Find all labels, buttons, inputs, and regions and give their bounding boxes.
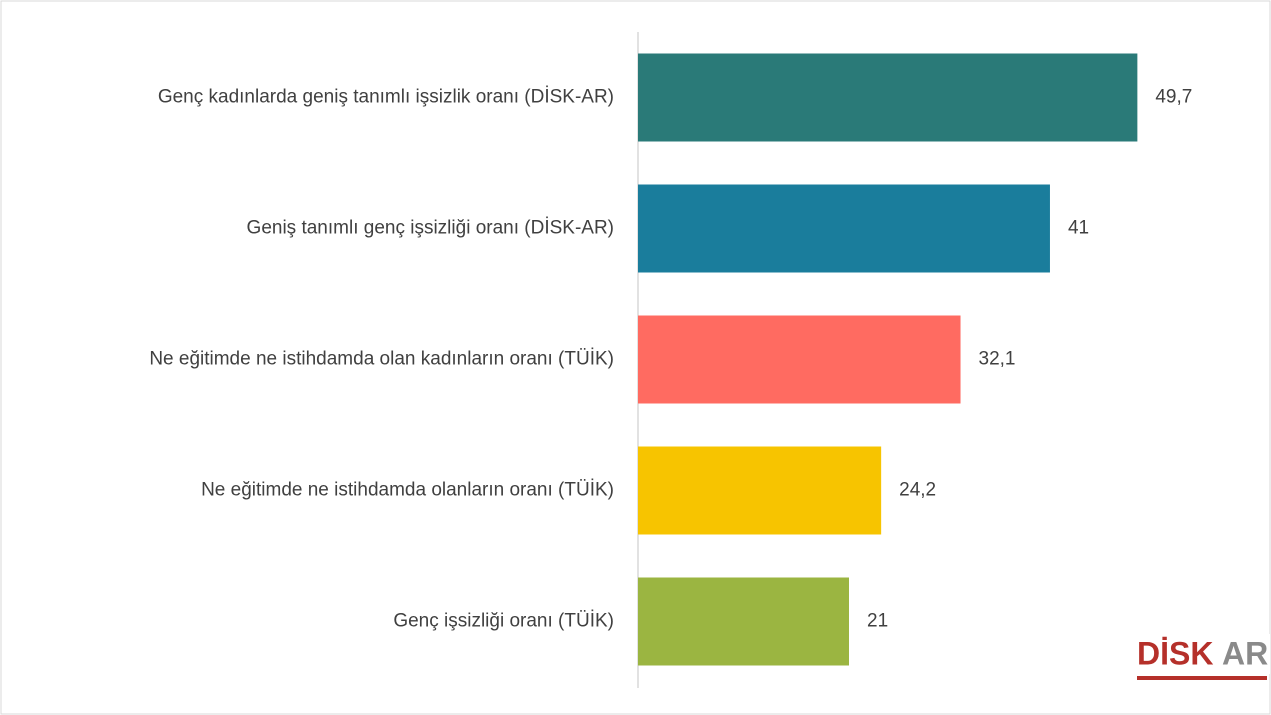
- logo-right: AR: [1222, 635, 1268, 671]
- bar: [638, 184, 1050, 273]
- bar: [638, 577, 849, 666]
- bar: [638, 53, 1138, 142]
- category-label: Ne eğitimde ne istihdamda olan kadınları…: [149, 349, 614, 370]
- value-label: 49,7: [1155, 87, 1192, 108]
- value-label: 32,1: [979, 349, 1016, 370]
- value-label: 21: [867, 611, 888, 632]
- category-label: Ne eğitimde ne istihdamda olanların oran…: [201, 480, 614, 501]
- logo-bar: [1137, 676, 1267, 680]
- logo: DİSK AR: [1135, 634, 1270, 680]
- value-label: 41: [1068, 218, 1089, 239]
- bar: [638, 315, 961, 404]
- bar: [638, 446, 882, 535]
- category-label: Geniş tanımlı genç işsizliği oranı (DİSK…: [247, 218, 614, 239]
- logo-bg: [1135, 634, 1270, 674]
- logo-left: DİSK: [1137, 635, 1213, 671]
- category-label: Genç kadınlarda geniş tanımlı işsizlik o…: [158, 87, 614, 108]
- category-label: Genç işsizliği oranı (TÜİK): [393, 611, 614, 632]
- value-label: 24,2: [899, 480, 936, 501]
